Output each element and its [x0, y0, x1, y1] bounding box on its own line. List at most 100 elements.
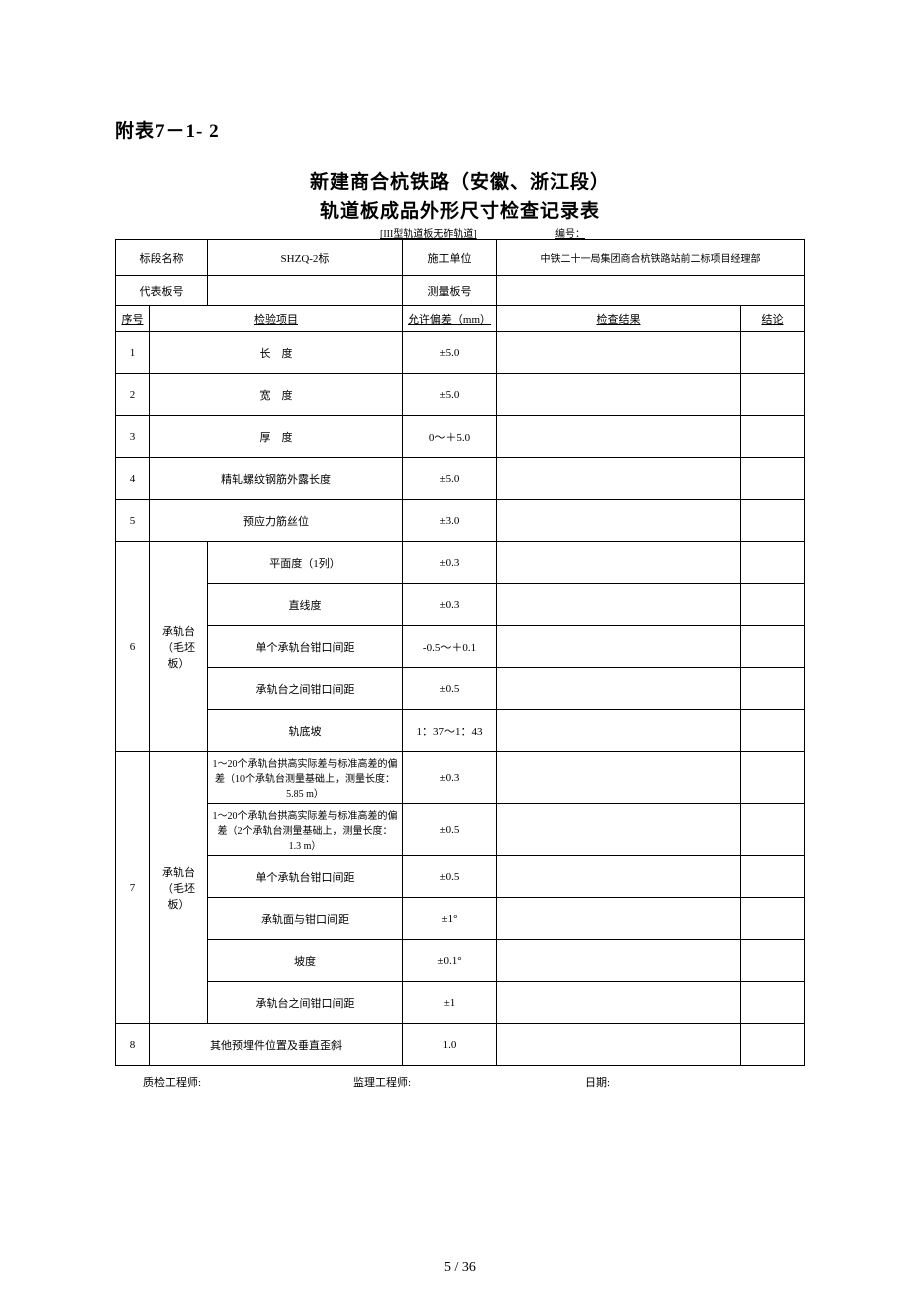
item-cell: 直线度 [208, 584, 403, 626]
section-name-label: 标段名称 [116, 240, 208, 276]
item-cell: 坡度 [208, 940, 403, 982]
col-item: 检验项目 [150, 306, 403, 332]
item-cell: 精轧螺纹钢筋外露长度 [150, 458, 403, 500]
conc-cell [741, 542, 805, 584]
rep-board-value [208, 276, 403, 306]
section-name-value: SHZQ-2标 [208, 240, 403, 276]
tol-cell: ±5.0 [403, 332, 497, 374]
tol-cell: ±5.0 [403, 374, 497, 416]
bracket-text: [III型轨道板无砟轨道] [380, 225, 477, 240]
item-cell: 长 度 [150, 332, 403, 374]
item-cell: 平面度（1列） [208, 542, 403, 584]
seq-cell: 3 [116, 416, 150, 458]
header-row-1: 标段名称 SHZQ-2标 施工单位 中铁二十一局集团商合杭铁路站前二标项目经理部 [116, 240, 805, 276]
inspection-table: 标段名称 SHZQ-2标 施工单位 中铁二十一局集团商合杭铁路站前二标项目经理部… [115, 239, 805, 1066]
result-cell [497, 898, 741, 940]
item-cell: 单个承轨台钳口间距 [208, 856, 403, 898]
footer-row: 质检工程师: 监理工程师: 日期: [115, 1074, 805, 1090]
item-cell: 宽 度 [150, 374, 403, 416]
item-cell: 承轨台之间钳口间距 [208, 668, 403, 710]
conc-cell [741, 710, 805, 752]
table-row: 单个承轨台钳口间距 ±0.5 [116, 856, 805, 898]
conc-cell [741, 982, 805, 1024]
table-row: 1～20个承轨台拱高实际差与标准高差的偏差（2个承轨台测量基础上，测量长度：1.… [116, 804, 805, 856]
result-cell [497, 1024, 741, 1066]
tol-cell: ±0.5 [403, 804, 497, 856]
item-cell: 1～20个承轨台拱高实际差与标准高差的偏差（10个承轨台测量基础上，测量长度：5… [208, 752, 403, 804]
rep-board-label: 代表板号 [116, 276, 208, 306]
result-cell [497, 584, 741, 626]
conc-cell [741, 584, 805, 626]
tol-cell: ±1 [403, 982, 497, 1024]
number-label: 编号： [555, 225, 585, 240]
item-cell: 其他预埋件位置及垂直歪斜 [150, 1024, 403, 1066]
tol-cell: ±0.1° [403, 940, 497, 982]
result-cell [497, 710, 741, 752]
tol-cell: ±0.3 [403, 752, 497, 804]
conc-cell [741, 1024, 805, 1066]
measure-board-value [497, 276, 805, 306]
tol-cell: 1：37～1：43 [403, 710, 497, 752]
tol-cell: 0～＋5.0 [403, 416, 497, 458]
footer-supervisor: 监理工程师: [353, 1074, 411, 1090]
seq-cell: 5 [116, 500, 150, 542]
construction-unit-label: 施工单位 [403, 240, 497, 276]
tol-cell: -0.5～＋0.1 [403, 626, 497, 668]
tol-cell: ±0.3 [403, 542, 497, 584]
title-line-2: 轨道板成品外形尺寸检查记录表 [115, 196, 805, 223]
table-row: 坡度 ±0.1° [116, 940, 805, 982]
conc-cell [741, 332, 805, 374]
table-row: 承轨台之间钳口间距 ±0.5 [116, 668, 805, 710]
item-cell: 承轨台之间钳口间距 [208, 982, 403, 1024]
conc-cell [741, 804, 805, 856]
footer-date: 日期: [585, 1074, 610, 1090]
seq-cell: 2 [116, 374, 150, 416]
result-cell [497, 374, 741, 416]
item-cell: 轨底坡 [208, 710, 403, 752]
col-conclusion: 结论 [741, 306, 805, 332]
table-row: 1 长 度 ±5.0 [116, 332, 805, 374]
seq-cell: 7 [116, 752, 150, 1024]
seq-cell: 6 [116, 542, 150, 752]
result-cell [497, 500, 741, 542]
item-cell: 承轨面与钳口间距 [208, 898, 403, 940]
result-cell [497, 856, 741, 898]
table-row: 4 精轧螺纹钢筋外露长度 ±5.0 [116, 458, 805, 500]
conc-cell [741, 626, 805, 668]
conc-cell [741, 940, 805, 982]
conc-cell [741, 458, 805, 500]
table-row: 7 承轨台（毛坯板） 1～20个承轨台拱高实际差与标准高差的偏差（10个承轨台测… [116, 752, 805, 804]
appendix-label: 附表7－1- 2 [115, 116, 805, 143]
result-cell [497, 752, 741, 804]
measure-board-label: 测量板号 [403, 276, 497, 306]
conc-cell [741, 752, 805, 804]
conc-cell [741, 500, 805, 542]
header-row-2: 代表板号 测量板号 [116, 276, 805, 306]
seq-cell: 8 [116, 1024, 150, 1066]
table-row: 单个承轨台钳口间距 -0.5～＋0.1 [116, 626, 805, 668]
result-cell [497, 982, 741, 1024]
conc-cell [741, 374, 805, 416]
item-cell: 1～20个承轨台拱高实际差与标准高差的偏差（2个承轨台测量基础上，测量长度：1.… [208, 804, 403, 856]
tol-cell: ±0.5 [403, 856, 497, 898]
result-cell [497, 332, 741, 374]
title-line-1: 新建商合杭铁路（安徽、浙江段） [115, 167, 805, 194]
table-row: 5 预应力筋丝位 ±3.0 [116, 500, 805, 542]
col-tolerance: 允许偏差（mm） [403, 306, 497, 332]
tol-cell: ±3.0 [403, 500, 497, 542]
result-cell [497, 626, 741, 668]
page-number: 5 / 36 [115, 1260, 805, 1276]
result-cell [497, 940, 741, 982]
conc-cell [741, 668, 805, 710]
table-row: 8 其他预埋件位置及垂直歪斜 1.0 [116, 1024, 805, 1066]
conc-cell [741, 856, 805, 898]
table-row: 承轨台之间钳口间距 ±1 [116, 982, 805, 1024]
table-row: 直线度 ±0.3 [116, 584, 805, 626]
col-seq: 序号 [116, 306, 150, 332]
group-name: 承轨台（毛坯板） [150, 752, 208, 1024]
conc-cell [741, 898, 805, 940]
table-row: 2 宽 度 ±5.0 [116, 374, 805, 416]
conc-cell [741, 416, 805, 458]
table-row: 轨底坡 1：37～1：43 [116, 710, 805, 752]
item-cell: 预应力筋丝位 [150, 500, 403, 542]
